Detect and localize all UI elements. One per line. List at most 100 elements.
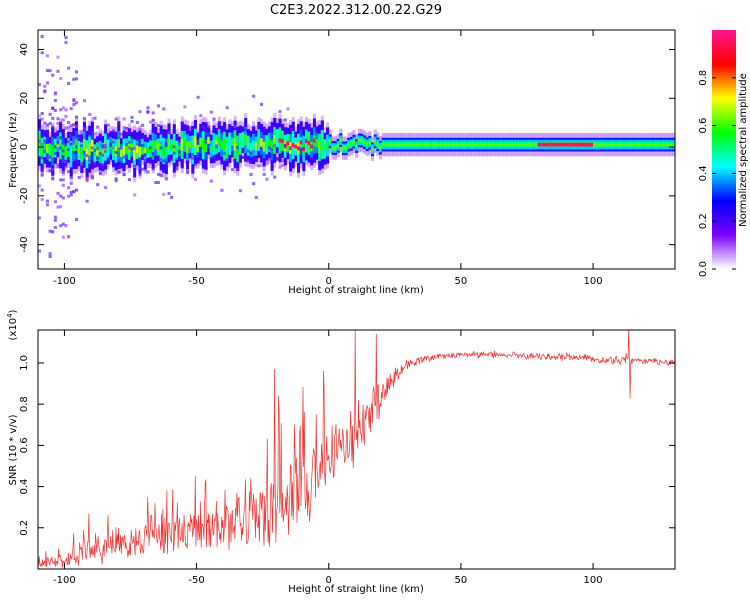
spectrogram-cell	[159, 174, 163, 178]
snr-xtick-label: 50	[455, 575, 468, 586]
spectrogram-cell	[61, 178, 65, 182]
spectrogram-cell	[413, 143, 417, 146]
spectrogram-cell	[45, 81, 49, 85]
spectrogram-cell	[410, 143, 414, 146]
spectrogram-cell	[645, 143, 649, 146]
spectrogram-cell	[299, 140, 303, 145]
spectrogram-cell	[38, 184, 42, 188]
spectrogram-cell	[85, 176, 89, 180]
spectrogram-cell	[532, 143, 536, 146]
spectrogram-cell	[59, 178, 63, 182]
spectrogram-cell	[334, 146, 338, 150]
spectrogram-cell	[53, 215, 57, 219]
spectrogram-cell	[421, 143, 425, 146]
spectrogram-cell	[286, 107, 290, 111]
spectrogram-cell	[283, 118, 287, 122]
spectrogram-cell	[408, 143, 412, 146]
spectrogram-cell	[164, 177, 168, 181]
spectrogram-cell	[45, 123, 49, 127]
spectrogram-cell	[80, 162, 84, 166]
spectrogram-cell	[217, 121, 221, 125]
spectrogram-cell	[59, 140, 63, 152]
spectrogram-cell	[82, 127, 86, 131]
spectrogram-cell	[656, 143, 660, 146]
spectrogram-cell	[664, 143, 668, 146]
spectrogram-cell	[125, 156, 129, 160]
spectrogram-cell	[154, 129, 158, 133]
spectrogram-cell	[199, 155, 203, 159]
spectrogram-cell	[75, 77, 79, 81]
spectrogram-cell	[98, 152, 102, 156]
spectrogram-cell	[69, 175, 73, 179]
spectrogram-cell	[661, 143, 665, 146]
spectrogram-cell	[574, 142, 578, 147]
spectrogram-cell	[77, 136, 81, 140]
spectrogram-cell	[215, 144, 219, 148]
spectrogram-cell	[593, 143, 597, 146]
spectrogram-cell	[569, 142, 573, 147]
snr-ytick-label: 0.2	[19, 520, 30, 536]
spectrogram-cell	[524, 143, 528, 146]
spectrogram-cell	[273, 144, 277, 148]
spectrogram-cell	[146, 170, 150, 174]
spectrogram-cell	[230, 168, 234, 172]
colorbar-tick-label: 0.2	[698, 213, 709, 229]
spectrogram-cell	[45, 155, 49, 159]
spectrogram-cell	[659, 143, 663, 146]
spectrogram-cell	[164, 144, 168, 148]
spectrogram-cell	[72, 103, 76, 107]
spectrogram-cell	[595, 143, 599, 146]
spectrogram-cell	[38, 125, 42, 129]
spectrogram-cell	[238, 154, 242, 158]
spectrogram-cell	[67, 143, 71, 152]
spectrogram-cell	[117, 159, 121, 163]
spectrogram-cell	[64, 164, 68, 168]
spectrogram-cell	[69, 135, 73, 139]
snr-scale-label: (x104)	[6, 309, 19, 340]
snr-xtick-label: 100	[584, 575, 603, 586]
spectrogram-cell	[114, 177, 118, 181]
spectrogram-cell	[175, 167, 179, 171]
spectrogram-cell	[70, 14, 73, 17]
spectrogram-cell	[38, 216, 42, 220]
spectrogram-cell	[75, 145, 79, 149]
spectrogram-cell	[96, 156, 100, 160]
spectrogram-cell	[180, 122, 184, 126]
spectrogram-cell	[67, 66, 71, 70]
spectrogram-cell	[651, 143, 655, 146]
spectrogram-cell	[548, 142, 552, 147]
spectrogram-xtick-label: 50	[455, 276, 468, 287]
spectrogram-cell	[365, 142, 369, 146]
spectrogram-cell	[471, 143, 475, 146]
spectrogram-ylabel: Frequency (Hz)	[8, 112, 19, 188]
spectrogram-cell	[217, 135, 221, 146]
spectrogram-cell	[46, 11, 49, 14]
spectrogram-cell	[88, 143, 92, 156]
spectrogram-cell	[104, 186, 108, 190]
snr-ytick-label: 1.0	[19, 355, 30, 371]
spectrogram-cell	[236, 168, 240, 172]
spectrogram-cell	[191, 143, 195, 156]
spectrogram-cell	[199, 114, 203, 118]
spectrogram-cell	[347, 143, 351, 147]
spectrogram-cell	[418, 143, 422, 146]
spectrogram-cell	[53, 99, 57, 103]
spectrogram-cell	[75, 70, 79, 74]
spectrogram-cell	[577, 142, 581, 147]
spectrogram-cell	[156, 143, 160, 151]
spectrogram-cell	[61, 235, 65, 239]
spectrogram-cell	[281, 139, 285, 143]
spectrogram-cell	[405, 143, 409, 146]
spectrogram-cell	[51, 230, 55, 234]
spectrogram-cell	[112, 161, 116, 165]
spectrogram-cell	[302, 147, 306, 151]
spectrogram-cell	[262, 172, 266, 176]
spectrogram-cell	[61, 149, 65, 153]
spectrogram-cell	[48, 122, 52, 126]
colorbar-gradient	[712, 30, 736, 269]
spectrogram-cell	[212, 117, 216, 121]
spectrogram-cell	[363, 141, 367, 144]
spectrogram-cell	[51, 167, 55, 171]
spectrogram-cell	[315, 138, 319, 148]
